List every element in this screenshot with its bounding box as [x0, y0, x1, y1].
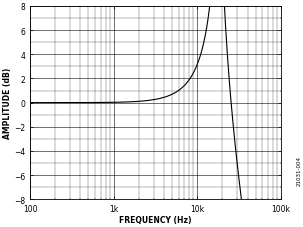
- Y-axis label: AMPLITUDE (dB): AMPLITUDE (dB): [3, 68, 12, 139]
- Text: 21031-004: 21031-004: [296, 155, 301, 185]
- X-axis label: FREQUENCY (Hz): FREQUENCY (Hz): [119, 215, 192, 224]
